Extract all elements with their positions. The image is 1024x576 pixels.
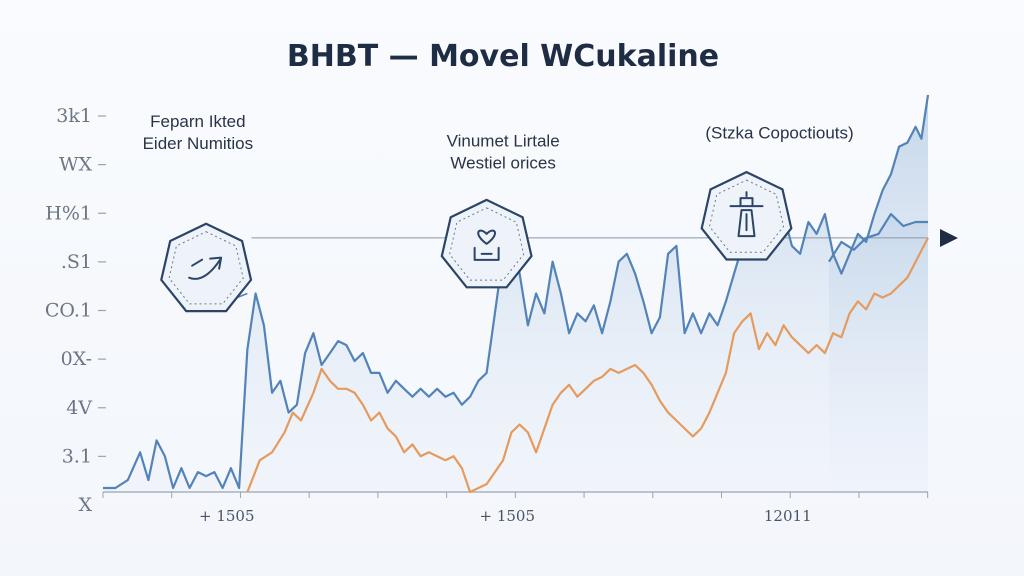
series-lines <box>103 94 930 494</box>
y-tick-label: WX <box>59 154 93 176</box>
reference-arrow-icon <box>940 229 958 247</box>
annotation-label: Vinumet Lirtale <box>447 132 560 151</box>
y-tick-label: 3k1 <box>56 105 92 127</box>
annotation-label: (Stzka Copoctiouts) <box>705 124 853 143</box>
series-area-fills <box>103 95 928 492</box>
y-tick-label: 3.1 <box>62 445 92 467</box>
x-axis-tick-labels: + 1505 + 1505 12011 <box>199 507 812 525</box>
series-area <box>103 95 928 492</box>
y-tick-label: X <box>78 494 92 516</box>
y-axis-tick-labels: X 3.1 4V 0X- CO.1 .S1 H%1 WX 3k1 <box>45 105 106 516</box>
x-tick-label: + 1505 <box>479 507 535 525</box>
x-tick-label: 12011 <box>764 507 812 525</box>
annotation-badge-ring <box>449 207 525 281</box>
series-line <box>828 213 928 263</box>
y-tick-label: 0X- <box>61 348 92 370</box>
y-tick-label: H%1 <box>45 202 92 224</box>
lighthouse-icon <box>729 191 764 238</box>
series-line <box>103 94 930 490</box>
annotation: Vinumet Lirtale Westiel orices <box>440 132 560 289</box>
x-tick-label: + 1505 <box>199 507 255 525</box>
annotation-label: Eider Numitios <box>143 134 254 153</box>
annotation-badge <box>160 222 253 313</box>
annotation-badge-ring <box>168 231 244 305</box>
annotation: (Stzka Copoctiouts) <box>700 124 854 261</box>
series-line <box>246 237 929 494</box>
y-tick-label: 4V <box>66 397 92 419</box>
annotation-label: Westiel orices <box>450 154 556 173</box>
y-tick-label: .S1 <box>61 251 92 273</box>
axes <box>102 229 958 498</box>
y-tick-label: CO.1 <box>45 300 92 322</box>
chart-title: BHBT — Movel WCukaline <box>287 39 719 74</box>
growth-arrow-icon <box>188 256 223 280</box>
chart-annotations: Feparn Ikted Eider Numitios Vinumet Lirtal… <box>143 112 854 313</box>
series-area <box>829 214 928 492</box>
annotation: Feparn Ikted Eider Numitios <box>143 112 254 313</box>
annotation-label: Feparn Ikted <box>150 112 245 131</box>
heart-cup-icon <box>473 229 500 261</box>
annotation-badge-ring <box>708 179 785 253</box>
